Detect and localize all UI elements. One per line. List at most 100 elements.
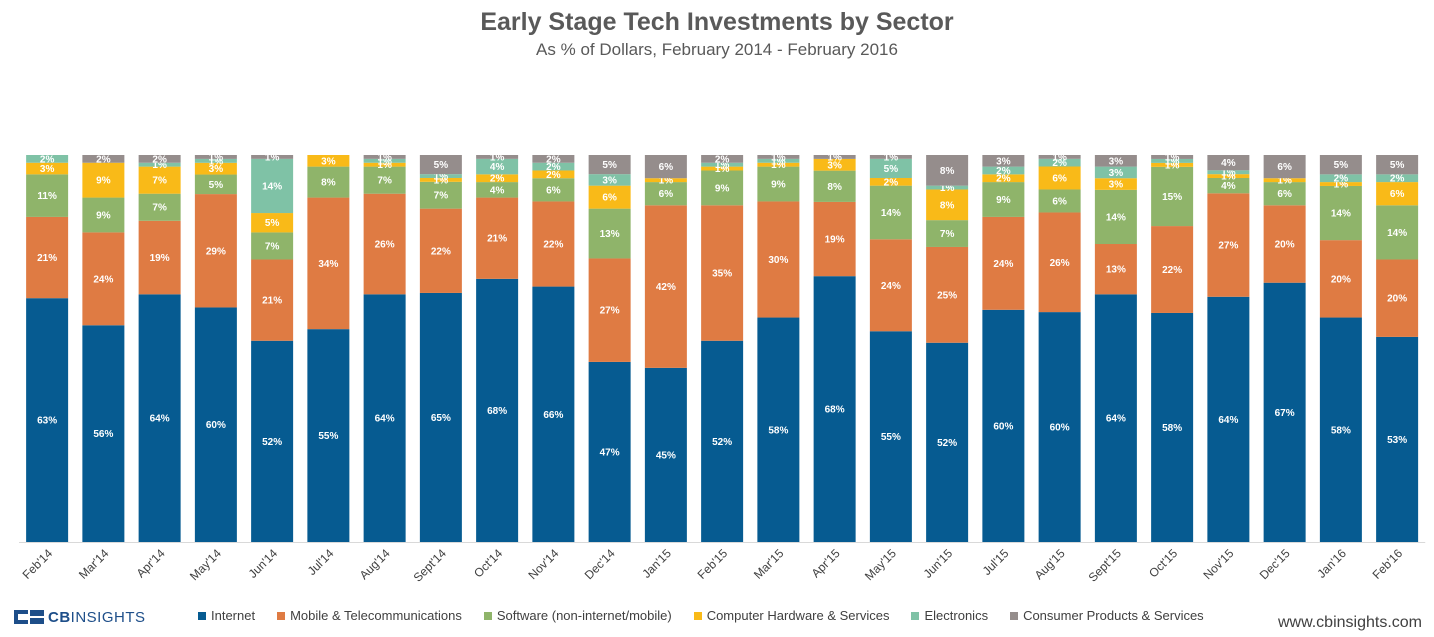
bar-internet-nov-15[interactable] — [1207, 296, 1250, 542]
bar-internet-apr-14[interactable] — [138, 294, 181, 542]
bar-internet-apr-15[interactable] — [813, 276, 856, 542]
bar-electronics-nov-14[interactable] — [532, 162, 575, 171]
bar-consumer-products-services-sept-14[interactable] — [419, 155, 462, 175]
bar-electronics-may-14[interactable] — [194, 158, 237, 163]
bar-software-non-internet-mobile-aug-14[interactable] — [363, 166, 406, 194]
bar-software-non-internet-mobile-nov-15[interactable] — [1207, 177, 1250, 194]
bar-electronics-may-15[interactable] — [869, 158, 912, 178]
bar-internet-mar-15[interactable] — [757, 317, 800, 542]
bar-computer-hardware-services-may-15[interactable] — [869, 177, 912, 186]
bar-mobile-telecommunications-dec-14[interactable] — [588, 258, 631, 362]
bar-electronics-jun-14[interactable] — [251, 158, 294, 214]
bar-consumer-products-services-aug-15[interactable] — [1038, 155, 1081, 159]
bar-internet-sept-15[interactable] — [1094, 294, 1137, 542]
bar-internet-nov-14[interactable] — [532, 286, 575, 542]
bar-mobile-telecommunications-feb-15[interactable] — [701, 205, 744, 341]
bar-software-non-internet-mobile-dec-14[interactable] — [588, 208, 631, 259]
bar-consumer-products-services-feb-16[interactable] — [1376, 155, 1419, 175]
bar-computer-hardware-services-feb-15[interactable] — [701, 166, 744, 171]
bar-mobile-telecommunications-aug-14[interactable] — [363, 193, 406, 295]
bar-mobile-telecommunications-jan-16[interactable] — [1319, 240, 1362, 318]
website-link[interactable]: www.cbinsights.com — [1277, 614, 1422, 631]
bar-internet-feb-14[interactable] — [26, 298, 69, 542]
bar-internet-oct-15[interactable] — [1151, 312, 1194, 542]
bar-software-non-internet-mobile-jan-16[interactable] — [1319, 185, 1362, 241]
bar-consumer-products-services-aug-14[interactable] — [363, 155, 406, 159]
bar-software-non-internet-mobile-apr-14[interactable] — [138, 193, 181, 221]
legend-item-electronics[interactable]: Electronics — [911, 608, 988, 623]
bar-mobile-telecommunications-oct-14[interactable] — [476, 197, 519, 279]
legend-item-mobile-telecommunications[interactable]: Mobile & Telecommunications — [277, 608, 462, 623]
bar-electronics-mar-15[interactable] — [757, 158, 800, 163]
bar-computer-hardware-services-feb-14[interactable] — [26, 162, 69, 175]
bar-electronics-apr-14[interactable] — [138, 162, 181, 167]
bar-electronics-jun-15[interactable] — [926, 185, 969, 190]
bar-software-non-internet-mobile-feb-16[interactable] — [1376, 205, 1419, 260]
bar-consumer-products-services-feb-15[interactable] — [701, 155, 744, 163]
bar-internet-jan-15[interactable] — [644, 367, 687, 542]
bar-internet-may-14[interactable] — [194, 307, 237, 542]
bar-electronics-dec-14[interactable] — [588, 174, 631, 186]
bar-internet-jun-15[interactable] — [926, 342, 969, 542]
bar-internet-aug-15[interactable] — [1038, 312, 1081, 542]
bar-computer-hardware-services-nov-15[interactable] — [1207, 174, 1250, 178]
bar-mobile-telecommunications-sept-15[interactable] — [1094, 244, 1137, 295]
bar-internet-may-15[interactable] — [869, 331, 912, 542]
bar-electronics-jul-15[interactable] — [982, 166, 1025, 175]
bar-computer-hardware-services-jan-16[interactable] — [1319, 182, 1362, 186]
bar-software-non-internet-mobile-sept-15[interactable] — [1094, 189, 1137, 245]
bar-mobile-telecommunications-jan-15[interactable] — [644, 205, 687, 368]
bar-software-non-internet-mobile-may-15[interactable] — [869, 185, 912, 240]
bar-mobile-telecommunications-nov-14[interactable] — [532, 201, 575, 287]
bar-software-non-internet-mobile-mar-14[interactable] — [82, 197, 125, 233]
bar-internet-dec-14[interactable] — [588, 361, 631, 542]
bar-computer-hardware-services-jul-15[interactable] — [982, 174, 1025, 183]
bar-computer-hardware-services-jun-14[interactable] — [251, 213, 294, 233]
bar-mobile-telecommunications-aug-15[interactable] — [1038, 212, 1081, 313]
bar-mobile-telecommunications-nov-15[interactable] — [1207, 193, 1250, 297]
bar-software-non-internet-mobile-feb-14[interactable] — [26, 174, 69, 217]
bar-software-non-internet-mobile-may-14[interactable] — [194, 174, 237, 195]
bar-internet-aug-14[interactable] — [363, 294, 406, 542]
bar-mobile-telecommunications-jun-14[interactable] — [251, 259, 294, 341]
bar-electronics-sept-15[interactable] — [1094, 166, 1137, 179]
bar-consumer-products-services-nov-15[interactable] — [1207, 155, 1250, 171]
bar-computer-hardware-services-mar-14[interactable] — [82, 162, 125, 198]
bar-mobile-telecommunications-apr-15[interactable] — [813, 201, 856, 277]
bar-software-non-internet-mobile-aug-15[interactable] — [1038, 189, 1081, 213]
bar-electronics-jan-16[interactable] — [1319, 174, 1362, 183]
bar-internet-jun-14[interactable] — [251, 340, 294, 542]
bar-computer-hardware-services-aug-15[interactable] — [1038, 166, 1081, 190]
bar-electronics-oct-14[interactable] — [476, 158, 519, 175]
bar-computer-hardware-services-sept-14[interactable] — [419, 177, 462, 182]
bar-software-non-internet-mobile-oct-15[interactable] — [1151, 166, 1194, 227]
bar-software-non-internet-mobile-jun-15[interactable] — [926, 220, 969, 247]
bar-internet-sept-14[interactable] — [419, 292, 462, 542]
bar-computer-hardware-services-jan-15[interactable] — [644, 178, 687, 183]
bar-computer-hardware-services-apr-14[interactable] — [138, 166, 181, 194]
bar-software-non-internet-mobile-sept-14[interactable] — [419, 181, 462, 209]
bar-consumer-products-services-mar-14[interactable] — [82, 155, 125, 163]
bar-electronics-sept-14[interactable] — [419, 174, 462, 178]
bar-computer-hardware-services-sept-15[interactable] — [1094, 178, 1137, 190]
bar-consumer-products-services-jan-16[interactable] — [1319, 155, 1362, 175]
bar-software-non-internet-mobile-feb-15[interactable] — [701, 170, 744, 206]
bar-computer-hardware-services-mar-15[interactable] — [757, 162, 800, 167]
bar-mobile-telecommunications-jul-15[interactable] — [982, 216, 1025, 310]
bar-consumer-products-services-dec-15[interactable] — [1263, 155, 1306, 179]
bar-consumer-products-services-apr-14[interactable] — [138, 155, 181, 163]
bar-computer-hardware-services-may-14[interactable] — [194, 162, 237, 175]
bar-internet-feb-16[interactable] — [1376, 336, 1419, 542]
bar-electronics-feb-16[interactable] — [1376, 174, 1419, 183]
bar-internet-mar-14[interactable] — [82, 325, 125, 542]
bar-computer-hardware-services-aug-14[interactable] — [363, 162, 406, 167]
bar-software-non-internet-mobile-jul-14[interactable] — [307, 166, 350, 198]
legend-item-consumer-products-services[interactable]: Consumer Products & Services — [1010, 608, 1204, 623]
legend-item-software-non-internet-mobile[interactable]: Software (non-internet/mobile) — [483, 608, 672, 623]
bar-mobile-telecommunications-apr-14[interactable] — [138, 220, 181, 295]
bar-mobile-telecommunications-feb-16[interactable] — [1376, 259, 1419, 337]
bar-software-non-internet-mobile-mar-15[interactable] — [757, 166, 800, 202]
bar-computer-hardware-services-jul-14[interactable] — [307, 155, 350, 167]
bar-mobile-telecommunications-may-15[interactable] — [869, 239, 912, 332]
bar-electronics-aug-15[interactable] — [1038, 158, 1081, 167]
